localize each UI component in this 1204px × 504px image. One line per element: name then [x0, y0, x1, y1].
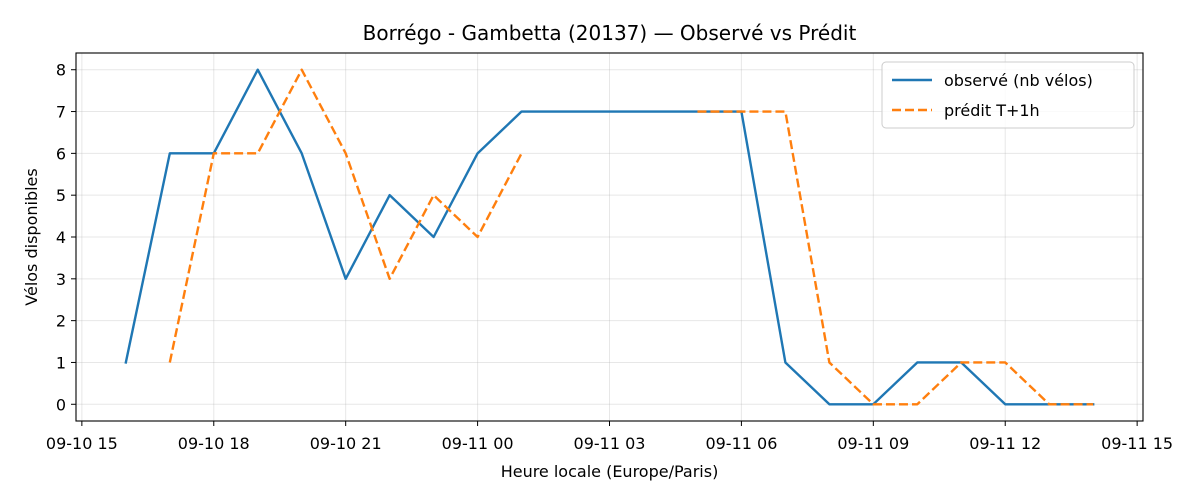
ticks: 0 1 2 3 4 5 6 7 8 09-10 15 09-10 18 09-10 21 09-11 0…	[46, 61, 1173, 453]
y-tick-label: 3	[56, 270, 66, 289]
x-tick-label: 09-11 09	[837, 434, 909, 453]
x-tick-label: 09-11 03	[574, 434, 646, 453]
chart-title: Borrégo - Gambetta (20137) — Observé vs …	[363, 21, 857, 45]
y-tick-label: 4	[56, 228, 66, 247]
x-tick-label: 09-11 06	[705, 434, 777, 453]
grid	[76, 53, 1143, 421]
y-tick-label: 5	[56, 186, 66, 205]
y-axis-title: Vélos disponibles	[22, 168, 41, 305]
y-tick-label: 7	[56, 103, 66, 122]
x-tick-label: 09-11 12	[969, 434, 1041, 453]
legend: observé (nb vélos) prédit T+1h	[881, 61, 1135, 129]
series-layer	[124, 68, 1095, 406]
x-axis-title: Heure locale (Europe/Paris)	[501, 462, 719, 481]
x-tick-label: 09-10 21	[310, 434, 382, 453]
y-tick-label: 8	[56, 61, 66, 80]
x-tick-label: 09-10 18	[178, 434, 250, 453]
series-line-predicted	[697, 110, 1094, 406]
y-tick-label: 1	[56, 353, 66, 372]
x-tick-label: 09-10 15	[46, 434, 118, 453]
x-tick-label: 09-11 15	[1101, 434, 1173, 453]
legend-label: prédit T+1h	[944, 101, 1040, 120]
legend-box	[881, 61, 1135, 129]
legend-label: observé (nb vélos)	[944, 71, 1093, 90]
x-tick-label: 09-11 00	[442, 434, 514, 453]
series-line-predicted	[168, 68, 523, 363]
y-tick-label: 0	[56, 395, 66, 414]
y-tick-label: 6	[56, 144, 66, 163]
y-tick-label: 2	[56, 312, 66, 331]
